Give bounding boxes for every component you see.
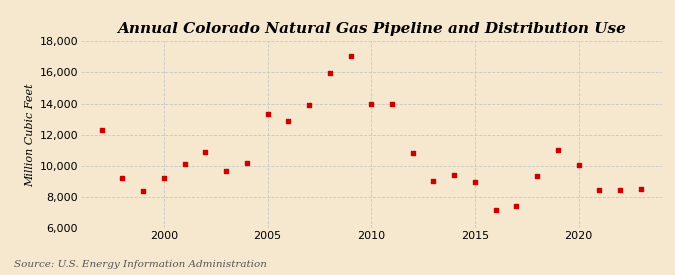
Point: [532, 174, 543, 178]
Point: [345, 54, 356, 58]
Point: [366, 101, 377, 106]
Point: [594, 188, 605, 192]
Point: [221, 169, 232, 174]
Point: [428, 178, 439, 183]
Point: [97, 128, 107, 132]
Point: [552, 148, 563, 153]
Point: [325, 71, 335, 75]
Point: [573, 163, 584, 167]
Point: [490, 208, 501, 213]
Point: [283, 119, 294, 123]
Point: [449, 173, 460, 177]
Point: [117, 176, 128, 181]
Point: [470, 180, 481, 185]
Point: [138, 189, 148, 193]
Point: [615, 188, 626, 192]
Point: [200, 150, 211, 154]
Point: [180, 161, 190, 166]
Point: [387, 101, 398, 106]
Point: [262, 112, 273, 117]
Point: [407, 150, 418, 155]
Title: Annual Colorado Natural Gas Pipeline and Distribution Use: Annual Colorado Natural Gas Pipeline and…: [117, 22, 626, 36]
Y-axis label: Million Cubic Feet: Million Cubic Feet: [26, 83, 35, 186]
Point: [511, 204, 522, 209]
Point: [159, 175, 169, 180]
Text: Source: U.S. Energy Information Administration: Source: U.S. Energy Information Administ…: [14, 260, 267, 269]
Point: [242, 161, 252, 165]
Point: [635, 187, 646, 191]
Point: [304, 103, 315, 107]
